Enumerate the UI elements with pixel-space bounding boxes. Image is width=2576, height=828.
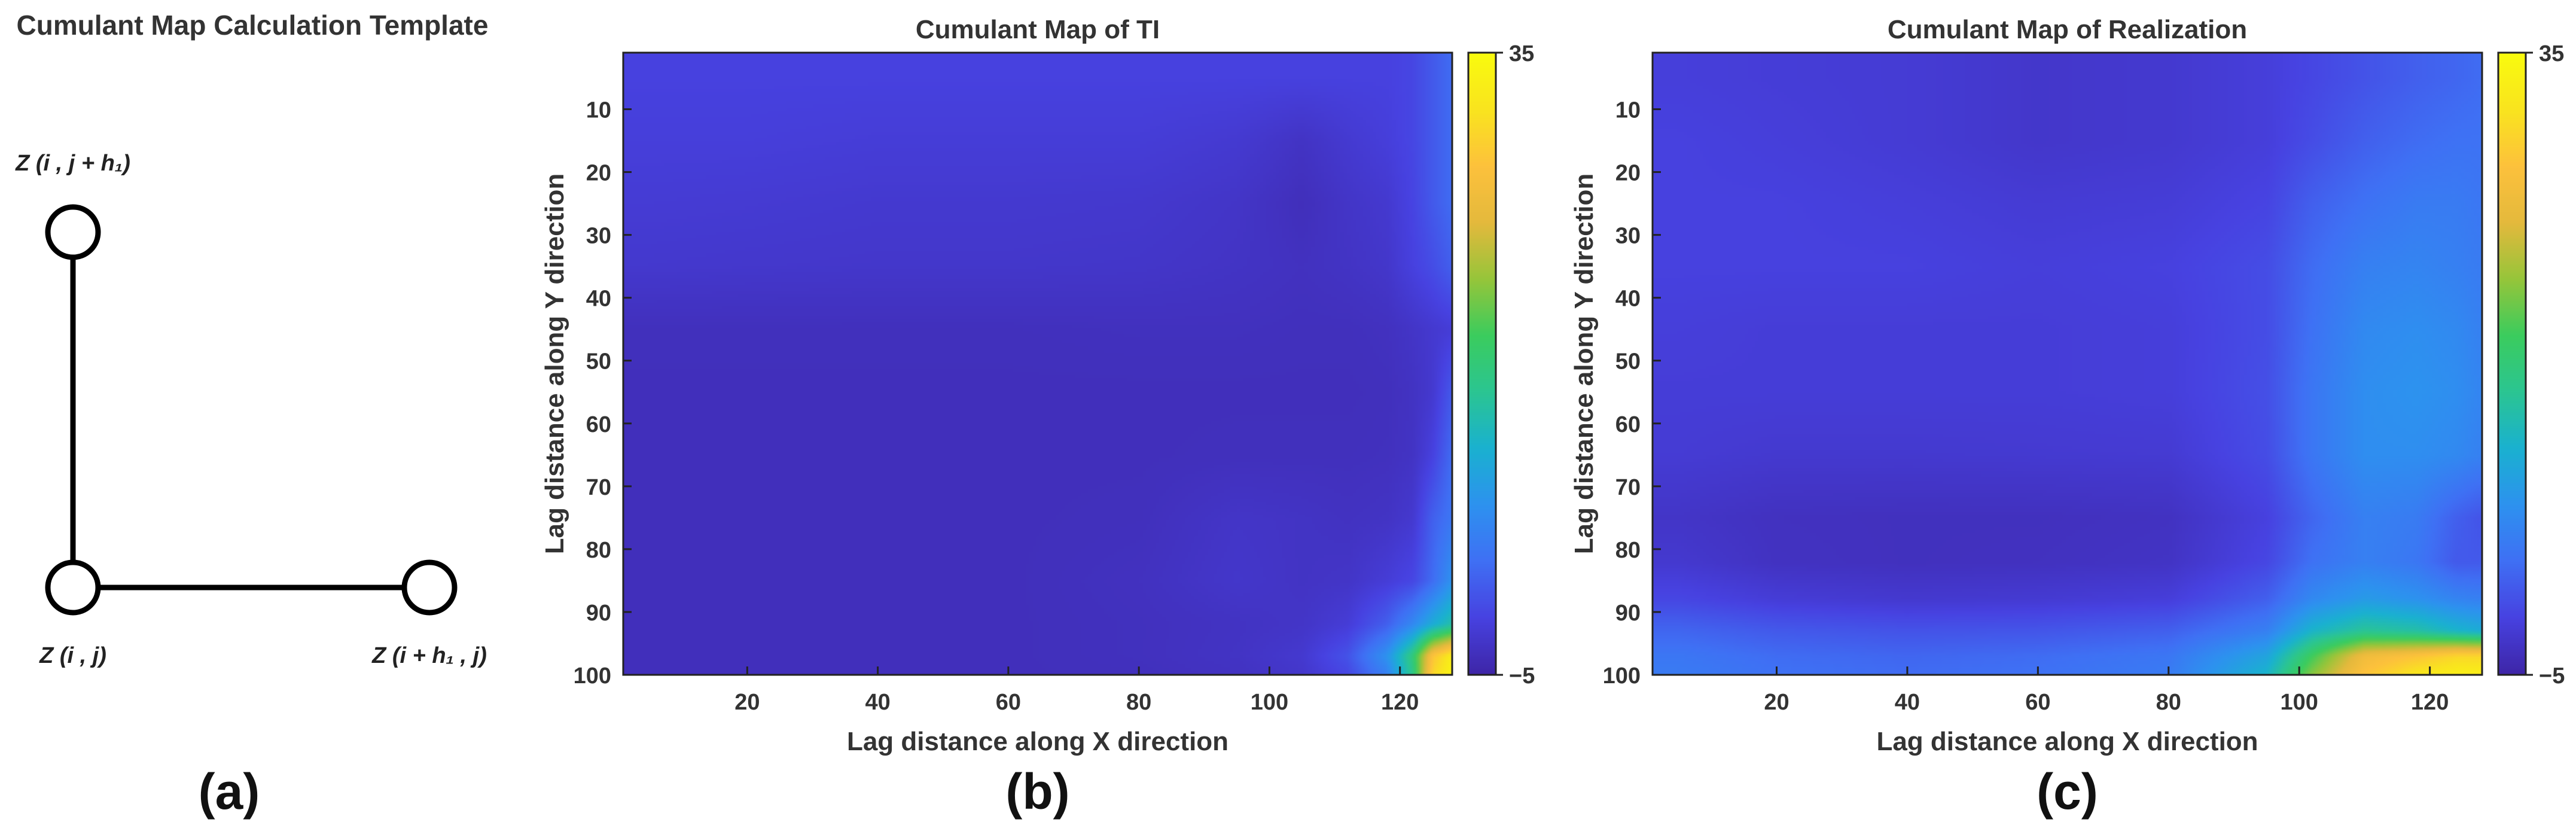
panel-label-a: (a)	[199, 763, 260, 820]
node-origin-circle	[45, 559, 101, 616]
heatmap-field	[623, 53, 1452, 675]
colorbar-max-label: 35	[2539, 41, 2564, 66]
panel-label: (c)	[2037, 763, 2098, 820]
colorbar-min-label: −5	[2539, 663, 2565, 689]
x-tick-label: 100	[1251, 690, 1288, 715]
panel-label: (b)	[1005, 763, 1069, 820]
chart-title: Cumulant Map of Realization	[1888, 15, 2247, 44]
node-right-circle	[401, 559, 458, 616]
y-tick-label: 40	[1615, 287, 1641, 312]
y-tick-label: 60	[586, 412, 611, 437]
colorbar-gradient	[2498, 53, 2526, 675]
colorbar-frame	[2497, 51, 2527, 676]
y-tick-label: 60	[1615, 412, 1641, 437]
colorbar-gradient	[1468, 53, 1496, 675]
x-axis-label: Lag distance along X direction	[847, 727, 1228, 756]
node-top-label: Z (i , j + h₁)	[15, 151, 130, 176]
x-tick-label: 60	[2025, 690, 2050, 715]
y-tick-label: 30	[586, 224, 611, 249]
y-tick-label: 80	[1615, 538, 1641, 563]
y-tick-label: 20	[586, 161, 611, 186]
y-tick-label: 40	[586, 287, 611, 312]
x-tick-label: 60	[996, 690, 1021, 715]
y-tick-label: 90	[586, 601, 611, 626]
x-tick-label: 20	[734, 690, 760, 715]
y-tick-label: 50	[586, 349, 611, 375]
y-tick-label: 70	[586, 475, 611, 500]
y-tick-label: 70	[1615, 475, 1641, 500]
y-tick-label: 20	[1615, 161, 1641, 186]
colorbar-max-label: 35	[1509, 41, 1534, 66]
chart-title: Cumulant Map of TI	[916, 15, 1160, 44]
plot-frame	[1651, 51, 2483, 676]
heatmap-panel-ti: Cumulant Map of TI 20 40 60 80 100 120 10 20 30 40…	[540, 15, 1535, 820]
template-panel: Cumulant Map Calculation Template Z (i ,…	[15, 10, 488, 820]
x-tick-label: 120	[1381, 690, 1419, 715]
y-tick-label: 100	[1603, 663, 1641, 689]
x-tick-label: 40	[865, 690, 890, 715]
y-tick-label: 10	[1615, 98, 1641, 123]
node-top-circle	[45, 204, 101, 260]
y-tick-label: 100	[574, 663, 611, 689]
colorbar-frame	[1467, 51, 1497, 676]
node-right-label: Z (i + h₁ , j)	[371, 643, 487, 668]
heatmap-panel-realization: Cumulant Map of Realization 20 40 60 80 100 12…	[1569, 15, 2565, 820]
heatmap-field	[1653, 53, 2482, 675]
x-tick-label: 120	[2411, 690, 2449, 715]
node-origin-label: Z (i , j)	[39, 643, 106, 668]
x-tick-label: 100	[2281, 690, 2318, 715]
y-tick-label: 10	[586, 98, 611, 123]
x-tick-label: 80	[1126, 690, 1151, 715]
y-axis-label: Lag distance along Y direction	[540, 173, 569, 555]
colorbar-min-label: −5	[1509, 663, 1535, 689]
template-title: Cumulant Map Calculation Template	[17, 10, 489, 41]
y-tick-label: 90	[1615, 601, 1641, 626]
x-axis-label: Lag distance along X direction	[1876, 727, 2258, 756]
x-tick-label: 20	[1764, 690, 1789, 715]
y-tick-label: 30	[1615, 224, 1641, 249]
plot-frame	[622, 51, 1453, 676]
y-tick-label: 50	[1615, 349, 1641, 375]
x-tick-label: 40	[1895, 690, 1920, 715]
x-tick-label: 80	[2156, 690, 2181, 715]
y-tick-label: 80	[586, 538, 611, 563]
y-axis-label: Lag distance along Y direction	[1569, 173, 1599, 555]
